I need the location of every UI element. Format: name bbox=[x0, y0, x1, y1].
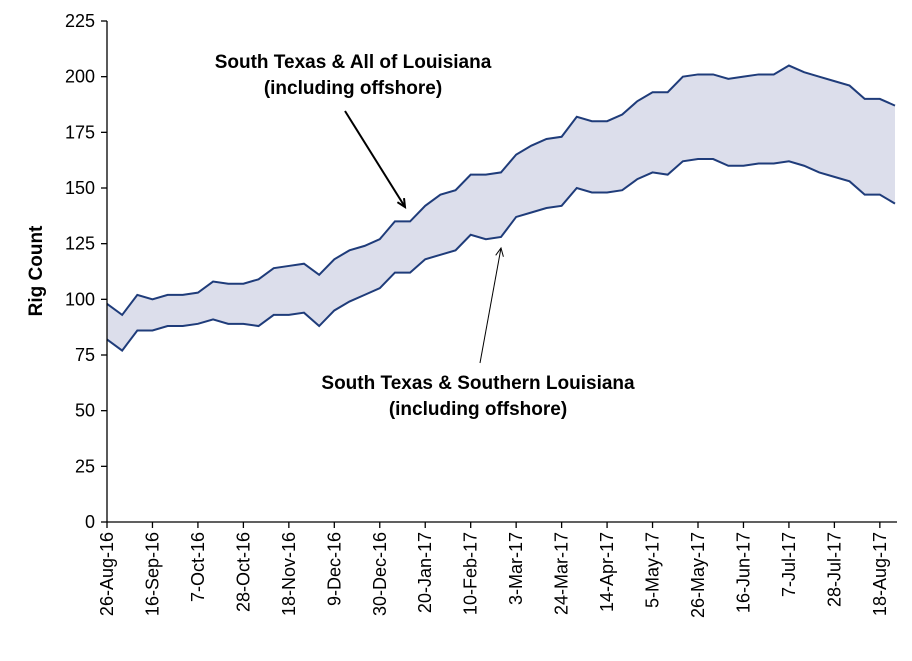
x-tick-label: 30-Dec-16 bbox=[370, 532, 390, 616]
x-tick-label: 7-Jul-17 bbox=[779, 532, 799, 597]
arrowhead bbox=[396, 197, 407, 209]
x-tick-label: 9-Dec-16 bbox=[324, 532, 344, 606]
x-tick-label: 26-Aug-16 bbox=[97, 532, 117, 616]
y-tick-label: 150 bbox=[65, 178, 95, 198]
x-tick-label: 24-Mar-17 bbox=[552, 532, 572, 615]
x-tick-label: 18-Nov-16 bbox=[279, 532, 299, 616]
axes bbox=[106, 21, 897, 523]
annotation-label: South Texas & Southern Louisiana bbox=[321, 373, 635, 394]
annotation-arrow bbox=[479, 247, 502, 364]
y-tick-label: 225 bbox=[65, 11, 95, 31]
x-tick-label: 26-May-17 bbox=[688, 532, 708, 618]
annotation-arrow bbox=[344, 110, 406, 208]
y-tick-label: 200 bbox=[65, 67, 95, 87]
annotation-label: South Texas & All of Louisiana bbox=[215, 52, 492, 73]
x-tick-label: 10-Feb-17 bbox=[461, 532, 481, 615]
x-tick-label: 7-Oct-16 bbox=[188, 532, 208, 602]
y-tick-label: 75 bbox=[75, 345, 95, 365]
y-tick-label: 0 bbox=[85, 512, 95, 532]
y-tick-label: 50 bbox=[75, 401, 95, 421]
y-axis-ticks: 0 25 50 75 100 125 150 175 200 225 bbox=[65, 11, 107, 532]
x-tick-label: 28-Jul-17 bbox=[824, 532, 844, 607]
y-tick-label: 125 bbox=[65, 234, 95, 254]
x-tick-label: 18-Aug-17 bbox=[870, 532, 890, 616]
series-line-lower bbox=[106, 158, 896, 352]
x-axis-ticks: 26-Aug-16 16-Sep-16 7-Oct-16 28-Oct-16 18-No… bbox=[97, 522, 890, 618]
annotations: South Texas & All of Louisiana (including… bbox=[215, 52, 635, 420]
y-tick-label: 175 bbox=[65, 122, 95, 142]
series-line-upper bbox=[106, 64, 896, 317]
band-area bbox=[107, 65, 895, 351]
x-tick-label: 3-Mar-17 bbox=[506, 532, 526, 605]
x-tick-label: 28-Oct-16 bbox=[233, 532, 253, 612]
y-axis-title: Rig Count bbox=[26, 225, 47, 316]
annotation-label: (including offshore) bbox=[389, 399, 567, 420]
x-tick-label: 16-Jun-17 bbox=[733, 532, 753, 613]
x-tick-label: 14-Apr-17 bbox=[597, 532, 617, 612]
x-tick-label: 5-May-17 bbox=[643, 532, 663, 608]
x-tick-label: 20-Jan-17 bbox=[415, 532, 435, 613]
y-tick-label: 25 bbox=[75, 456, 95, 476]
y-tick-label: 100 bbox=[65, 289, 95, 309]
arrowhead bbox=[495, 246, 504, 257]
annotation-label: (including offshore) bbox=[264, 78, 442, 99]
x-tick-label: 16-Sep-16 bbox=[142, 532, 162, 616]
